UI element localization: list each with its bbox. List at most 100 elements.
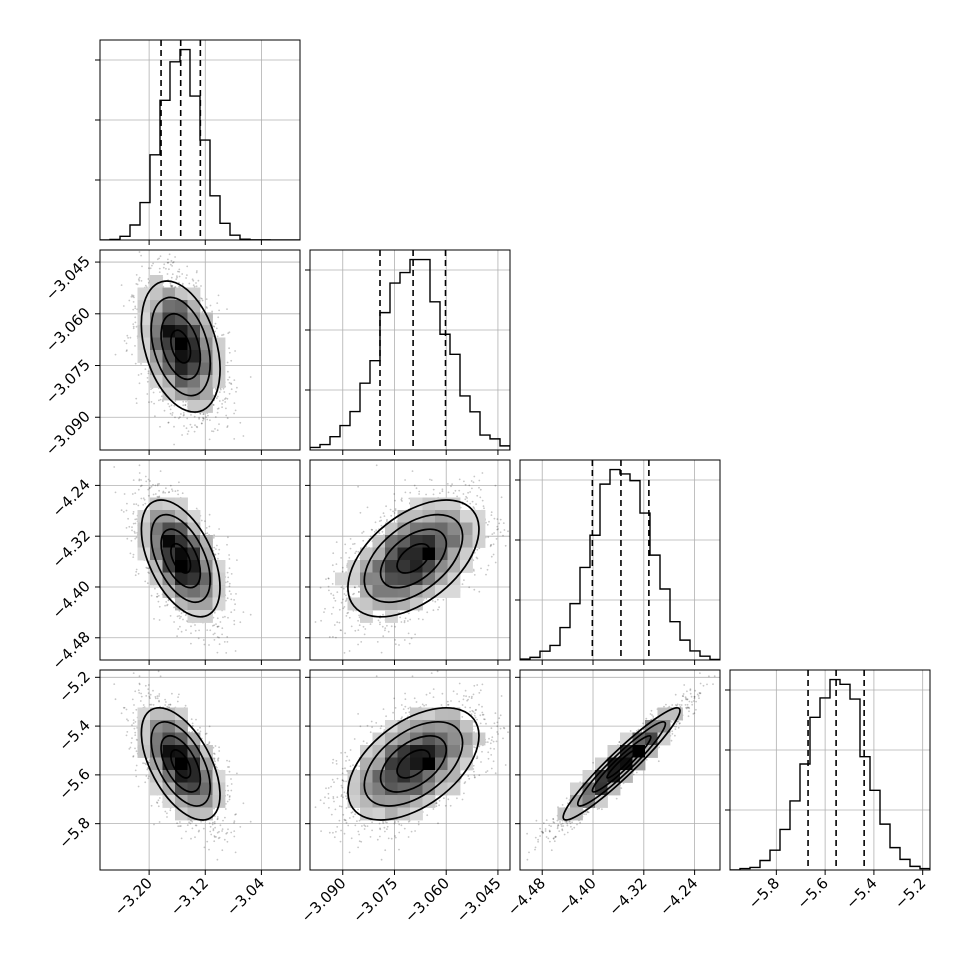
sample-point bbox=[212, 404, 215, 406]
density-cell bbox=[175, 362, 188, 376]
sample-point bbox=[147, 488, 150, 491]
sample-point bbox=[167, 421, 170, 424]
sample-point bbox=[215, 679, 217, 681]
sample-point bbox=[186, 274, 188, 276]
sample-point bbox=[129, 552, 132, 555]
sample-point bbox=[218, 643, 221, 646]
sample-point bbox=[177, 417, 180, 420]
sample-point bbox=[200, 519, 203, 522]
contour-2sigma bbox=[140, 280, 221, 413]
sample-point bbox=[212, 394, 215, 397]
sample-point bbox=[180, 612, 183, 615]
sample-point bbox=[168, 253, 171, 256]
density-cell bbox=[150, 275, 163, 288]
sample-point bbox=[177, 493, 180, 496]
sample-point bbox=[196, 270, 198, 272]
sample-point bbox=[137, 374, 140, 376]
sample-point bbox=[146, 380, 149, 383]
sample-point bbox=[166, 273, 169, 275]
sample-point bbox=[216, 651, 219, 654]
sample-point bbox=[219, 621, 222, 623]
sample-point bbox=[134, 362, 137, 365]
sample-point bbox=[152, 483, 154, 486]
sample-point bbox=[236, 386, 238, 389]
sample-point bbox=[214, 416, 217, 418]
sample-point bbox=[141, 214, 143, 216]
sample-point bbox=[213, 639, 216, 641]
sample-point bbox=[146, 582, 149, 585]
sample-point bbox=[226, 425, 229, 427]
sample-point bbox=[223, 641, 226, 643]
sample-point bbox=[226, 580, 229, 583]
sample-point bbox=[228, 567, 231, 570]
sample-point bbox=[195, 507, 198, 510]
sample-point bbox=[158, 605, 161, 608]
sample-point bbox=[213, 611, 216, 614]
sample-point bbox=[140, 497, 143, 500]
sample-point bbox=[224, 401, 227, 403]
sample-point bbox=[190, 426, 193, 429]
panel-1-1 bbox=[305, 249, 511, 455]
sample-point bbox=[216, 625, 219, 628]
panel-2-0: −4.48−4.40−4.32−4.24 bbox=[49, 459, 301, 681]
sample-point bbox=[154, 415, 156, 418]
sample-point bbox=[175, 278, 178, 281]
sample-point bbox=[242, 435, 245, 437]
sample-point bbox=[130, 539, 133, 542]
sample-point bbox=[226, 426, 229, 428]
sample-point bbox=[137, 488, 140, 491]
sample-point bbox=[208, 438, 211, 441]
sample-point bbox=[213, 553, 216, 555]
sample-point bbox=[199, 413, 202, 415]
sample-point bbox=[131, 294, 133, 297]
sample-point bbox=[190, 632, 192, 635]
sample-point bbox=[167, 403, 170, 405]
sample-point bbox=[132, 308, 135, 311]
sample-point bbox=[176, 615, 179, 618]
sample-point bbox=[222, 399, 224, 402]
y-tick-label: −3.060 bbox=[42, 304, 94, 356]
sample-point bbox=[185, 427, 188, 430]
sample-point bbox=[249, 613, 252, 616]
sample-point bbox=[227, 616, 229, 619]
histogram-1 bbox=[310, 258, 510, 450]
sample-point bbox=[171, 284, 173, 287]
sample-point bbox=[208, 644, 210, 646]
sample-point bbox=[185, 400, 187, 403]
sample-point bbox=[144, 502, 147, 505]
sample-point bbox=[190, 414, 192, 416]
sample-point bbox=[197, 279, 200, 282]
sample-point bbox=[233, 402, 236, 404]
sample-point bbox=[207, 414, 209, 417]
sample-point bbox=[186, 433, 189, 435]
sample-point bbox=[145, 566, 148, 569]
sample-point bbox=[228, 347, 231, 350]
sample-point bbox=[200, 422, 203, 425]
sample-point bbox=[128, 299, 131, 302]
sample-point bbox=[205, 527, 208, 529]
sample-point bbox=[215, 548, 217, 550]
sample-point bbox=[169, 263, 172, 266]
sample-point bbox=[167, 491, 170, 494]
density-cell bbox=[162, 312, 176, 326]
sample-point bbox=[153, 618, 155, 620]
sample-point bbox=[222, 387, 225, 390]
sample-point bbox=[178, 617, 181, 620]
sample-point bbox=[158, 267, 161, 270]
sample-point bbox=[234, 603, 237, 606]
sample-point bbox=[216, 302, 219, 304]
sample-point bbox=[135, 503, 138, 505]
sample-point bbox=[169, 615, 172, 617]
sample-point bbox=[228, 382, 231, 384]
sample-point bbox=[140, 373, 143, 375]
sample-point bbox=[205, 306, 208, 308]
density-cell bbox=[162, 337, 176, 351]
density-cell bbox=[175, 312, 188, 326]
sample-point bbox=[156, 495, 159, 498]
sample-point bbox=[205, 298, 208, 300]
sample-point bbox=[217, 316, 220, 319]
sample-point bbox=[181, 282, 184, 285]
sample-point bbox=[147, 281, 150, 284]
panel-1-0: −3.090−3.075−3.060−3.045 bbox=[42, 214, 301, 459]
